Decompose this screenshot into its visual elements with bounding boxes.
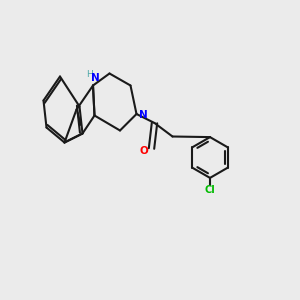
Text: H: H <box>86 70 93 79</box>
Text: N: N <box>91 73 100 83</box>
Text: Cl: Cl <box>205 185 215 195</box>
Text: N: N <box>139 110 148 121</box>
Text: O: O <box>140 146 148 157</box>
